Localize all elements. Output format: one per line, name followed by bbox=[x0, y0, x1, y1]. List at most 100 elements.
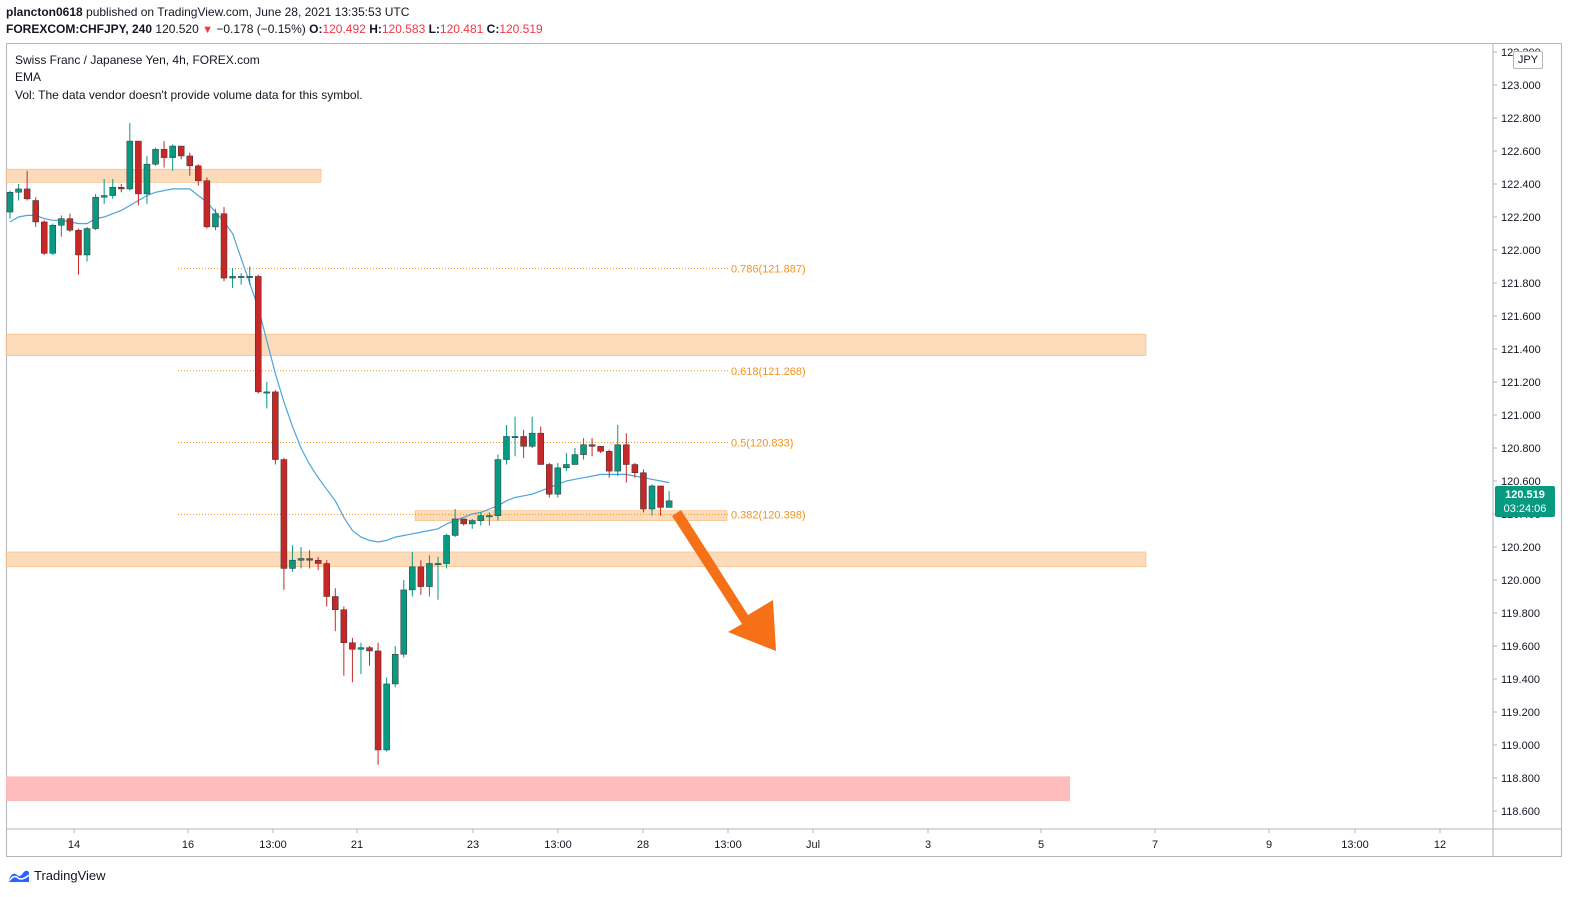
candle-body bbox=[66, 218, 74, 231]
candle-body bbox=[40, 221, 48, 254]
x-tick-label: 21 bbox=[351, 839, 363, 851]
candle-body bbox=[511, 436, 519, 438]
candle-body bbox=[588, 444, 596, 447]
candle-body bbox=[229, 276, 236, 279]
open-value: 120.492 bbox=[322, 22, 366, 36]
y-tick-label: 121.800 bbox=[1501, 278, 1541, 290]
candle-body bbox=[391, 654, 399, 685]
current-price-tag: 120.519 03:24:06 bbox=[1495, 486, 1555, 517]
low-value: 120.481 bbox=[439, 22, 484, 36]
candle-body bbox=[460, 518, 467, 525]
candle-body bbox=[374, 650, 382, 751]
y-tick-label: 120.600 bbox=[1501, 476, 1541, 488]
candle-body bbox=[186, 155, 194, 167]
candle-body bbox=[400, 589, 408, 655]
candle-body bbox=[665, 500, 673, 508]
sr-zone bbox=[414, 510, 728, 521]
candle-body bbox=[434, 563, 442, 565]
candle-body bbox=[126, 140, 134, 190]
published-text: published on TradingView.com, June 28, 2… bbox=[82, 5, 410, 19]
candle-body bbox=[195, 165, 202, 181]
y-tick-label: 120.000 bbox=[1501, 575, 1541, 587]
candle-body bbox=[314, 559, 322, 564]
y-tick-label: 122.800 bbox=[1501, 113, 1541, 125]
current-price: 120.519 bbox=[1505, 489, 1545, 501]
volume-note: Vol: The data vendor doesn't provide vol… bbox=[15, 88, 363, 102]
candle-body bbox=[263, 391, 271, 394]
ema-legend[interactable]: EMA bbox=[15, 70, 42, 84]
candle-body bbox=[203, 180, 211, 228]
candle-body bbox=[537, 432, 544, 465]
candle-body bbox=[383, 683, 390, 751]
candle-body bbox=[289, 559, 296, 569]
ema-line bbox=[9, 188, 670, 543]
candle-body bbox=[272, 391, 279, 460]
bearish-arrow-icon bbox=[672, 510, 776, 651]
candle-body bbox=[254, 276, 262, 393]
candle-body bbox=[451, 518, 459, 536]
candle-body bbox=[503, 436, 510, 460]
y-tick-label: 121.200 bbox=[1501, 377, 1541, 389]
candle-body bbox=[486, 515, 493, 518]
candle-body bbox=[135, 140, 142, 195]
candle-body bbox=[409, 566, 416, 591]
brand-name[interactable]: TradingView bbox=[34, 868, 106, 883]
symbol-description: Swiss Franc / Japanese Yen, 4h, FOREX.co… bbox=[15, 53, 260, 67]
tradingview-logo-icon[interactable] bbox=[8, 869, 30, 883]
candle-body bbox=[212, 213, 219, 228]
high-value: 120.583 bbox=[381, 22, 426, 36]
candle-body bbox=[246, 276, 253, 278]
fib-level-label: 0.382(120.398) bbox=[731, 509, 806, 521]
y-tick-label: 118.800 bbox=[1501, 773, 1540, 785]
candle-body bbox=[528, 432, 536, 447]
candle-body bbox=[494, 459, 502, 516]
open-label: O: bbox=[309, 22, 323, 36]
x-tick-label: 9 bbox=[1266, 839, 1272, 851]
candle-body bbox=[640, 472, 647, 510]
candle-body bbox=[554, 467, 562, 495]
candle-body bbox=[366, 647, 373, 652]
low-label: L: bbox=[428, 22, 440, 36]
x-tick-label: 28 bbox=[637, 839, 649, 851]
candle-body bbox=[118, 187, 125, 190]
publish-info: plancton0618 published on TradingView.co… bbox=[6, 5, 409, 19]
candle-body bbox=[75, 229, 82, 256]
candle-body bbox=[109, 187, 116, 196]
fib-level-label: 0.618(121.268) bbox=[731, 366, 806, 378]
candle-body bbox=[160, 149, 168, 158]
candle-body bbox=[83, 228, 91, 256]
currency-button[interactable]: JPY bbox=[1513, 51, 1543, 69]
candle-body bbox=[468, 520, 476, 525]
y-tick-label: 119.000 bbox=[1501, 740, 1540, 752]
chart-frame[interactable] bbox=[6, 43, 1562, 857]
candle-body bbox=[169, 145, 176, 158]
y-tick-label: 118.600 bbox=[1501, 806, 1540, 818]
last-price: 120.520 bbox=[155, 22, 199, 36]
candle-body bbox=[520, 436, 527, 447]
candle-body bbox=[597, 446, 604, 452]
candle-body bbox=[306, 558, 313, 561]
high-label: H: bbox=[369, 22, 382, 36]
candle-body bbox=[631, 464, 639, 473]
author-name[interactable]: plancton0618 bbox=[6, 5, 83, 19]
candle-body bbox=[648, 485, 656, 510]
candle-body bbox=[426, 563, 433, 587]
y-tick-label: 123.000 bbox=[1501, 80, 1541, 92]
support-zone-red bbox=[6, 776, 1070, 802]
candle-body bbox=[323, 563, 330, 597]
candle-body bbox=[280, 459, 288, 569]
candle-body bbox=[58, 218, 65, 226]
candle-body bbox=[143, 163, 151, 195]
candle-body bbox=[417, 566, 425, 587]
y-tick-label: 122.600 bbox=[1501, 146, 1541, 158]
candle-body bbox=[92, 196, 99, 229]
bar-countdown: 03:24:06 bbox=[1503, 503, 1547, 515]
down-arrow-icon: ▼ bbox=[202, 24, 214, 36]
y-tick-label: 119.800 bbox=[1501, 608, 1540, 620]
y-tick-label: 121.400 bbox=[1501, 344, 1541, 356]
candle-body bbox=[357, 647, 365, 650]
x-tick-label: 5 bbox=[1038, 839, 1044, 851]
x-tick-label: 13:00 bbox=[714, 839, 742, 851]
candle-body bbox=[477, 515, 485, 521]
